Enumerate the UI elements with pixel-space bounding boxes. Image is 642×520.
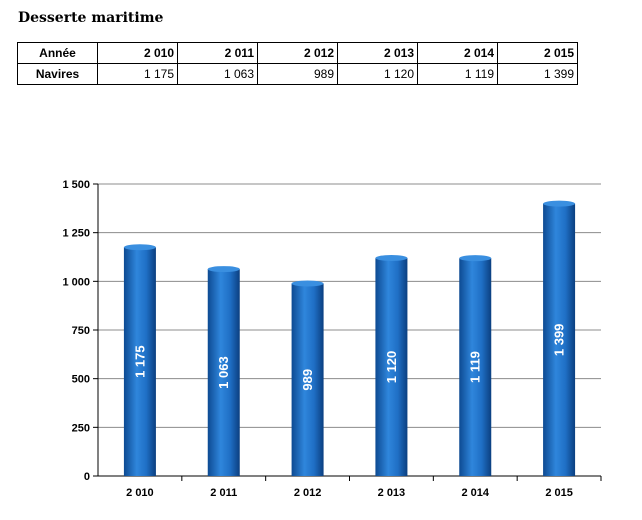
bar bbox=[123, 247, 156, 476]
bar bbox=[543, 203, 576, 477]
x-tick-label: 2 010 bbox=[126, 487, 154, 499]
bar-top bbox=[375, 254, 408, 261]
ships-cell: 1 119 bbox=[417, 63, 498, 85]
ships-cell: 1 063 bbox=[177, 63, 258, 85]
y-tick-label: 250 bbox=[72, 422, 90, 434]
y-tick-label: 0 bbox=[84, 471, 90, 483]
data-label: 1 063 bbox=[216, 356, 231, 389]
bar bbox=[207, 269, 240, 476]
table-row: Navires 1 175 1 063 989 1 120 1 119 1 39… bbox=[17, 63, 578, 85]
y-tick-label: 1 250 bbox=[62, 228, 90, 240]
bar-top bbox=[291, 280, 324, 287]
ships-cell: 989 bbox=[257, 63, 338, 85]
data-label: 1 119 bbox=[468, 351, 483, 383]
data-label: 1 120 bbox=[384, 351, 399, 384]
year-cell: 2 014 bbox=[417, 42, 498, 64]
ships-table: Année 2 010 2 011 2 012 2 013 2 014 2 01… bbox=[17, 42, 578, 85]
x-tick-label: 2 014 bbox=[461, 487, 489, 499]
x-tick-label: 2 012 bbox=[294, 487, 322, 499]
bar bbox=[375, 257, 408, 476]
x-tick-label: 2 011 bbox=[210, 487, 237, 499]
x-tick-label: 2 013 bbox=[378, 487, 406, 499]
y-tick-label: 1 000 bbox=[62, 276, 90, 288]
data-label: 1 175 bbox=[132, 345, 147, 378]
bar-top bbox=[207, 266, 240, 273]
bar-top bbox=[543, 200, 576, 207]
bar-top bbox=[459, 255, 492, 262]
ships-cell: 1 399 bbox=[497, 63, 578, 85]
y-tick-label: 1 500 bbox=[62, 179, 90, 191]
y-tick-label: 750 bbox=[72, 325, 90, 337]
bar-top bbox=[123, 244, 156, 251]
bar bbox=[459, 258, 492, 476]
data-label: 1 399 bbox=[552, 324, 567, 357]
ships-cell: 1 120 bbox=[337, 63, 418, 85]
y-tick-label: 500 bbox=[72, 374, 90, 386]
data-label: 989 bbox=[300, 369, 315, 391]
page-title: Desserte maritime bbox=[18, 10, 164, 26]
year-cell: 2 010 bbox=[97, 42, 178, 64]
table-row: Année 2 010 2 011 2 012 2 013 2 014 2 01… bbox=[17, 42, 578, 64]
row-header-ships: Navires bbox=[17, 63, 98, 85]
bar bbox=[291, 283, 324, 476]
x-tick-label: 2 015 bbox=[545, 487, 573, 499]
ships-cell: 1 175 bbox=[97, 63, 178, 85]
